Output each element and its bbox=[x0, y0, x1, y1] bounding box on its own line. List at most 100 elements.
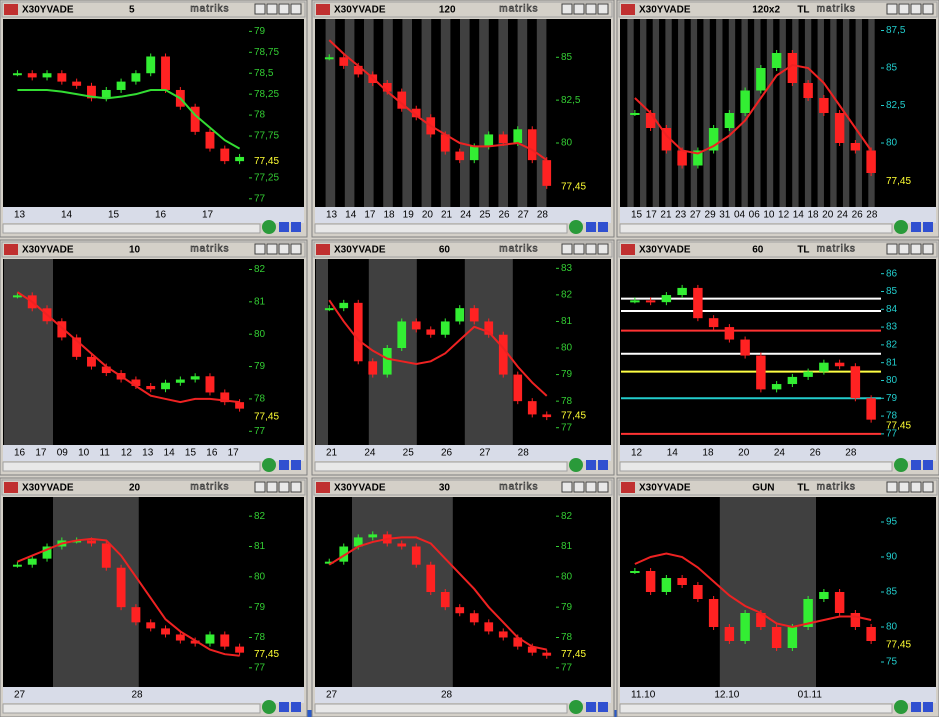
scroll-left[interactable] bbox=[279, 222, 289, 232]
maximize-button[interactable] bbox=[585, 481, 597, 493]
close-button[interactable] bbox=[922, 481, 934, 493]
refresh-button[interactable] bbox=[894, 458, 908, 472]
maximize-button[interactable] bbox=[910, 3, 922, 15]
close-button[interactable] bbox=[290, 3, 302, 15]
scroll-left[interactable] bbox=[279, 460, 289, 470]
x-axis-strip bbox=[620, 687, 936, 703]
scroll-left[interactable] bbox=[279, 702, 289, 712]
refresh-button[interactable] bbox=[894, 220, 908, 234]
scrollbar[interactable] bbox=[314, 703, 568, 714]
dropdown-button[interactable] bbox=[886, 243, 898, 255]
maximize-button[interactable] bbox=[910, 243, 922, 255]
refresh-button[interactable] bbox=[262, 700, 276, 714]
close-button[interactable] bbox=[922, 243, 934, 255]
close-button[interactable] bbox=[597, 481, 609, 493]
scrollbar[interactable] bbox=[619, 703, 893, 714]
minimize-button[interactable] bbox=[573, 481, 585, 493]
close-button[interactable] bbox=[922, 3, 934, 15]
candle bbox=[661, 578, 672, 592]
minimize-button[interactable] bbox=[898, 481, 910, 493]
candle bbox=[27, 558, 37, 565]
scroll-left[interactable] bbox=[911, 702, 921, 712]
maximize-button[interactable] bbox=[585, 243, 597, 255]
minimize-button[interactable] bbox=[266, 3, 278, 15]
scroll-right[interactable] bbox=[598, 702, 608, 712]
refresh-button[interactable] bbox=[894, 700, 908, 714]
moving-average bbox=[328, 299, 548, 397]
scroll-left[interactable] bbox=[586, 702, 596, 712]
minimize-button[interactable] bbox=[266, 481, 278, 493]
x-tick-label: 24 bbox=[364, 448, 376, 459]
dropdown-button[interactable] bbox=[561, 243, 573, 255]
refresh-button[interactable] bbox=[569, 220, 583, 234]
title-bar bbox=[1, 479, 306, 496]
minimize-button[interactable] bbox=[573, 243, 585, 255]
scroll-right[interactable] bbox=[923, 702, 933, 712]
close-button[interactable] bbox=[597, 3, 609, 15]
x-tick-label: 12 bbox=[631, 448, 643, 459]
maximize-button[interactable] bbox=[278, 481, 290, 493]
close-button[interactable] bbox=[290, 481, 302, 493]
x-axis-strip bbox=[3, 687, 304, 703]
dropdown-button[interactable] bbox=[254, 243, 266, 255]
scroll-left[interactable] bbox=[911, 460, 921, 470]
dropdown-button[interactable] bbox=[886, 3, 898, 15]
minimize-button[interactable] bbox=[898, 243, 910, 255]
session-band bbox=[352, 497, 453, 687]
maximize-button[interactable] bbox=[910, 481, 922, 493]
scroll-left[interactable] bbox=[586, 460, 596, 470]
scroll-right[interactable] bbox=[923, 460, 933, 470]
x-tick-label: 16 bbox=[14, 448, 26, 459]
refresh-button[interactable] bbox=[262, 458, 276, 472]
scrollbar[interactable] bbox=[2, 703, 261, 714]
y-tick-label: 78 bbox=[254, 632, 266, 643]
y-tick-label: 77 bbox=[561, 422, 573, 433]
minimize-button[interactable] bbox=[266, 243, 278, 255]
x-tick-label: 21 bbox=[326, 448, 338, 459]
dropdown-button[interactable] bbox=[561, 481, 573, 493]
close-button[interactable] bbox=[597, 243, 609, 255]
scrollbar[interactable] bbox=[314, 461, 568, 472]
refresh-button[interactable] bbox=[569, 458, 583, 472]
symbol: X30YVADE bbox=[639, 5, 691, 16]
refresh-button[interactable] bbox=[569, 700, 583, 714]
candle bbox=[57, 321, 67, 338]
app-icon bbox=[316, 482, 330, 493]
scrollbar[interactable] bbox=[2, 461, 261, 472]
scroll-right[interactable] bbox=[598, 222, 608, 232]
dropdown-button[interactable] bbox=[561, 3, 573, 15]
scroll-right[interactable] bbox=[291, 460, 301, 470]
scrollbar[interactable] bbox=[314, 223, 568, 234]
scroll-right[interactable] bbox=[291, 702, 301, 712]
scroll-left[interactable] bbox=[911, 222, 921, 232]
maximize-button[interactable] bbox=[278, 243, 290, 255]
scroll-left[interactable] bbox=[586, 222, 596, 232]
y-tick-label: 80 bbox=[886, 138, 898, 149]
brand: matriks bbox=[817, 4, 856, 15]
candle bbox=[72, 81, 82, 86]
dropdown-button[interactable] bbox=[254, 481, 266, 493]
x-tick-label: 13 bbox=[14, 210, 26, 221]
refresh-button[interactable] bbox=[262, 220, 276, 234]
minimize-button[interactable] bbox=[573, 3, 585, 15]
x-tick-label: 27 bbox=[326, 690, 338, 701]
y-tick-label: 80 bbox=[886, 375, 898, 386]
scroll-right[interactable] bbox=[598, 460, 608, 470]
maximize-button[interactable] bbox=[585, 3, 597, 15]
candle bbox=[12, 295, 22, 298]
scroll-right[interactable] bbox=[291, 222, 301, 232]
candle bbox=[426, 564, 436, 592]
scrollbar[interactable] bbox=[619, 223, 893, 234]
scrollbar[interactable] bbox=[619, 461, 893, 472]
dropdown-button[interactable] bbox=[254, 3, 266, 15]
candle bbox=[455, 308, 465, 322]
maximize-button[interactable] bbox=[278, 3, 290, 15]
minimize-button[interactable] bbox=[898, 3, 910, 15]
x-tick-label: 27 bbox=[518, 210, 530, 221]
title-bar bbox=[618, 479, 938, 496]
x-tick-label: 25 bbox=[479, 210, 491, 221]
close-button[interactable] bbox=[290, 243, 302, 255]
dropdown-button[interactable] bbox=[886, 481, 898, 493]
scrollbar[interactable] bbox=[2, 223, 261, 234]
scroll-right[interactable] bbox=[923, 222, 933, 232]
